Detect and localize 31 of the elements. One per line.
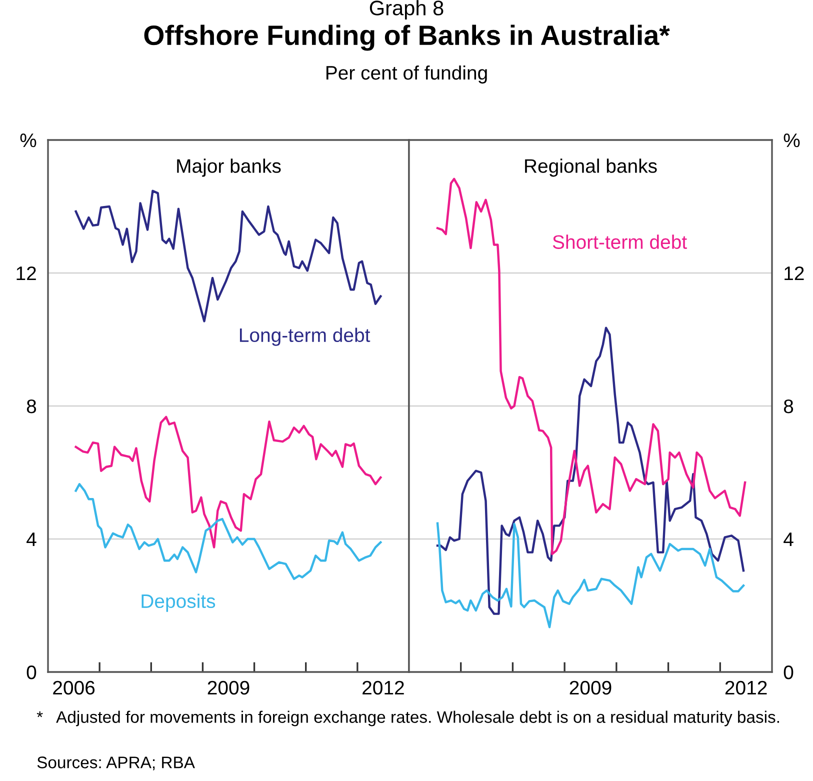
y-tick-label: 4	[26, 532, 36, 546]
text: Offshore Funding of Banks in Australia*	[144, 24, 670, 51]
text: Major banks	[177, 158, 281, 177]
x-tick-label: 2012	[725, 680, 767, 695]
y-tick-label: 12	[784, 266, 804, 280]
x-tick-label: 2009	[208, 680, 250, 695]
text: Regional banks	[525, 158, 657, 177]
text: * Adjusted for movements in foreign exchange rates. Wholesale debt is on a residual maturity basis.	[36, 710, 779, 726]
y-tick-label: 4	[784, 532, 794, 546]
y-tick-label: 0	[784, 665, 794, 680]
series-label: Deposits	[142, 594, 216, 612]
y-tick-label: 8	[784, 399, 794, 414]
line-series	[436, 326, 745, 615]
line-series	[74, 190, 382, 322]
y-tick-label: %	[784, 134, 800, 148]
line-series	[436, 522, 745, 628]
y-tick-label: 8	[26, 399, 36, 414]
y-tick-label: 12	[16, 266, 36, 280]
x-tick-label: 2012	[362, 680, 404, 695]
line-series	[74, 483, 382, 580]
y-tick-label: 0	[26, 665, 36, 680]
line-series	[436, 178, 746, 556]
x-tick-label: 2006	[53, 680, 95, 695]
y-tick-label: %	[20, 134, 36, 148]
series-label: Long-term debt	[240, 328, 370, 346]
text: Short-term debt	[552, 234, 687, 249]
line-series	[74, 416, 382, 548]
source-note: Sources: APRA; RBA	[37, 756, 195, 770]
x-tick-label: 2009	[570, 680, 612, 695]
text: Per cent of funding	[326, 65, 487, 84]
caption: Graph 8	[370, 0, 444, 20]
